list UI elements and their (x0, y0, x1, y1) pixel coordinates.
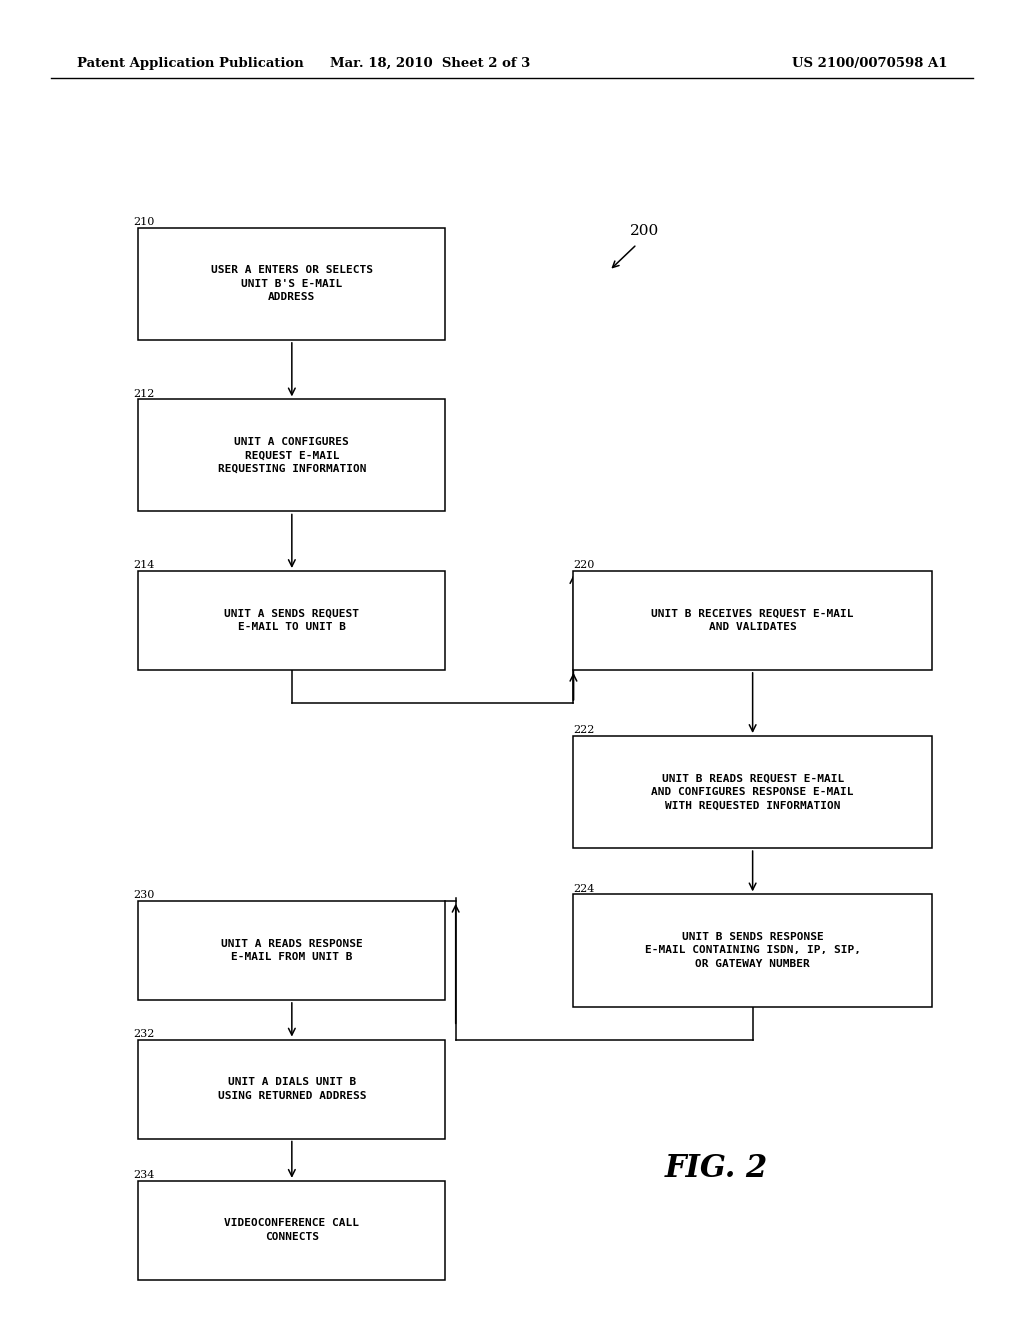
Text: 220: 220 (573, 560, 595, 570)
Bar (138, 1180, 445, 1280)
Text: 212: 212 (133, 388, 155, 399)
Text: VIDEOCONFERENCE CALL
CONNECTS: VIDEOCONFERENCE CALL CONNECTS (224, 1218, 359, 1242)
Text: USER A ENTERS OR SELECTS
UNIT B'S E-MAIL
ADDRESS: USER A ENTERS OR SELECTS UNIT B'S E-MAIL… (211, 265, 373, 302)
Text: 234: 234 (133, 1170, 155, 1180)
Text: 214: 214 (133, 560, 155, 570)
Text: UNIT B SENDS RESPONSE
E-MAIL CONTAINING ISDN, IP, SIP,
OR GATEWAY NUMBER: UNIT B SENDS RESPONSE E-MAIL CONTAINING … (645, 932, 860, 969)
Bar (573, 737, 932, 847)
Text: UNIT A READS RESPONSE
E-MAIL FROM UNIT B: UNIT A READS RESPONSE E-MAIL FROM UNIT B (221, 939, 362, 962)
Bar (138, 572, 445, 671)
Text: UNIT B READS REQUEST E-MAIL
AND CONFIGURES RESPONSE E-MAIL
WITH REQUESTED INFORM: UNIT B READS REQUEST E-MAIL AND CONFIGUR… (651, 774, 854, 810)
Text: 224: 224 (573, 883, 595, 894)
Text: 210: 210 (133, 216, 155, 227)
Text: UNIT B RECEIVES REQUEST E-MAIL
AND VALIDATES: UNIT B RECEIVES REQUEST E-MAIL AND VALID… (651, 609, 854, 632)
Text: 230: 230 (133, 890, 155, 900)
Text: Mar. 18, 2010  Sheet 2 of 3: Mar. 18, 2010 Sheet 2 of 3 (330, 57, 530, 70)
Text: UNIT A DIALS UNIT B
USING RETURNED ADDRESS: UNIT A DIALS UNIT B USING RETURNED ADDRE… (217, 1077, 367, 1101)
Bar (573, 572, 932, 671)
Bar (138, 1040, 445, 1138)
Text: 232: 232 (133, 1028, 155, 1039)
Bar (138, 900, 445, 1001)
Text: 222: 222 (573, 725, 595, 735)
Bar (138, 227, 445, 339)
Bar (573, 895, 932, 1006)
Text: 200: 200 (630, 224, 659, 238)
Text: FIG. 2: FIG. 2 (666, 1152, 768, 1184)
Text: Patent Application Publication: Patent Application Publication (77, 57, 303, 70)
Text: US 2100/0070598 A1: US 2100/0070598 A1 (792, 57, 947, 70)
Text: UNIT A SENDS REQUEST
E-MAIL TO UNIT B: UNIT A SENDS REQUEST E-MAIL TO UNIT B (224, 609, 359, 632)
Text: UNIT A CONFIGURES
REQUEST E-MAIL
REQUESTING INFORMATION: UNIT A CONFIGURES REQUEST E-MAIL REQUEST… (217, 437, 367, 474)
Bar (138, 399, 445, 511)
